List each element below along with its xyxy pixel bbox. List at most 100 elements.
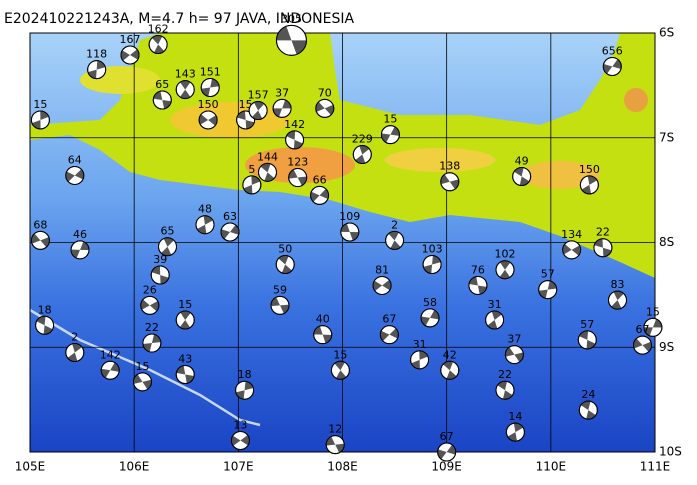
focal-mechanism	[275, 24, 307, 56]
beachball-quadrant	[310, 188, 329, 202]
beachball-rim	[87, 60, 107, 80]
beachball-quadrant	[334, 361, 347, 380]
beachball-quadrant	[65, 169, 84, 182]
focal-mechanism	[158, 237, 177, 257]
beachball-quadrant	[562, 244, 581, 256]
beachball-rim	[340, 222, 360, 242]
x-tick-label: 108E	[327, 460, 358, 474]
beachball-rim	[230, 430, 250, 450]
beachball-rim	[120, 45, 140, 65]
focal-mechanism	[140, 295, 160, 315]
depth-label: 67	[440, 430, 454, 443]
depth-label: 150	[198, 98, 219, 111]
focal-mechanism	[198, 110, 218, 130]
depth-label: 37	[275, 86, 289, 99]
beachball-quadrant	[411, 350, 428, 369]
depth-label: 49	[515, 155, 529, 168]
beachball-rim	[65, 342, 85, 362]
depth-label: 18	[38, 303, 52, 316]
beachball-rim	[175, 310, 195, 330]
beachball-quadrant	[133, 374, 152, 390]
depth-label: 40	[316, 313, 330, 326]
beachball-quadrant	[440, 174, 459, 190]
beachball-rim	[175, 364, 195, 384]
depth-label: 37	[507, 333, 521, 346]
beachball-rim	[602, 57, 622, 77]
depth-label: 31	[413, 338, 427, 351]
focal-mechanism	[275, 254, 295, 274]
focal-mechanism	[380, 125, 400, 145]
focal-mechanism	[420, 308, 440, 328]
beachball-rim	[495, 260, 515, 280]
beachball-rim	[200, 77, 220, 97]
x-tick-label: 105E	[15, 460, 46, 474]
y-tick-label: 7S	[659, 130, 674, 144]
beachball-rim	[468, 275, 488, 295]
beachball-rim	[152, 90, 172, 110]
focal-mechanism	[120, 45, 140, 65]
beachball-rim	[579, 175, 599, 195]
depth-label: 65	[155, 78, 169, 91]
focal-mechanism	[87, 60, 107, 80]
focal-mechanism	[485, 310, 505, 330]
beachball-quadrant	[579, 330, 596, 349]
focal-mechanism	[150, 265, 170, 285]
beachball-quadrant	[236, 110, 255, 129]
focal-mechanism	[310, 185, 330, 205]
beachball-quadrant	[487, 311, 502, 330]
depth-label: 5	[248, 163, 255, 176]
beachball-rim	[70, 240, 90, 260]
focal-mechanism	[133, 372, 152, 392]
depth-label: 167	[120, 33, 141, 46]
beachball-rim	[242, 175, 262, 195]
beachball-quadrant	[538, 280, 557, 299]
depth-label: 15	[333, 348, 347, 361]
beachball-quadrant	[594, 238, 612, 257]
beachball-quadrant	[161, 237, 174, 256]
beachball-quadrant	[633, 338, 652, 352]
highland	[170, 102, 290, 138]
beachball-rim	[372, 275, 392, 295]
focal-mechanism	[175, 80, 195, 100]
beachball-quadrant	[88, 60, 106, 79]
focal-mechanism	[285, 130, 305, 150]
title: E202410221243A, M=4.7 h= 97 JAVA, INDONE…	[4, 11, 355, 27]
trench	[30, 308, 261, 427]
depth-label: 2	[71, 330, 78, 343]
beachball-quadrant	[151, 265, 169, 284]
beachball-rim	[562, 240, 582, 260]
beachball-rim	[352, 145, 372, 165]
beachball-rim	[315, 98, 335, 118]
depth-label: 42	[443, 348, 457, 361]
depth-label: 15	[178, 298, 192, 311]
highland	[624, 88, 648, 112]
beachball-quadrant	[199, 114, 218, 126]
beachball-rim	[325, 435, 345, 455]
y-tick-label: 8S	[659, 235, 674, 249]
beachball-quadrant	[71, 241, 89, 259]
beachball-quadrant	[581, 175, 598, 194]
depth-label: 142	[284, 118, 305, 131]
beachball-quadrant	[278, 255, 292, 274]
focal-mechanism	[35, 315, 55, 335]
beachball-quadrant	[121, 49, 139, 61]
beachball-rim	[275, 24, 307, 56]
focal-mechanism	[643, 317, 663, 337]
beachball-rim	[133, 372, 152, 392]
focal-mechanism	[272, 98, 292, 118]
beachball-quadrant	[381, 126, 400, 143]
focal-mechanism	[579, 175, 599, 195]
depth-label: 59	[273, 283, 287, 296]
beachball-quadrant	[423, 255, 441, 274]
depth-label: 31	[488, 298, 502, 311]
beachball-rim	[420, 308, 440, 328]
beachball-quadrant	[271, 297, 289, 314]
focal-mechanism	[468, 275, 488, 295]
focal-mechanism	[422, 254, 442, 274]
focal-mechanism	[512, 167, 532, 187]
depth-label: 63	[223, 210, 237, 223]
beachball-quadrant	[373, 279, 392, 291]
focal-mechanism	[288, 168, 308, 188]
beachball-quadrant	[437, 444, 456, 460]
beachball-quadrant	[67, 343, 82, 362]
